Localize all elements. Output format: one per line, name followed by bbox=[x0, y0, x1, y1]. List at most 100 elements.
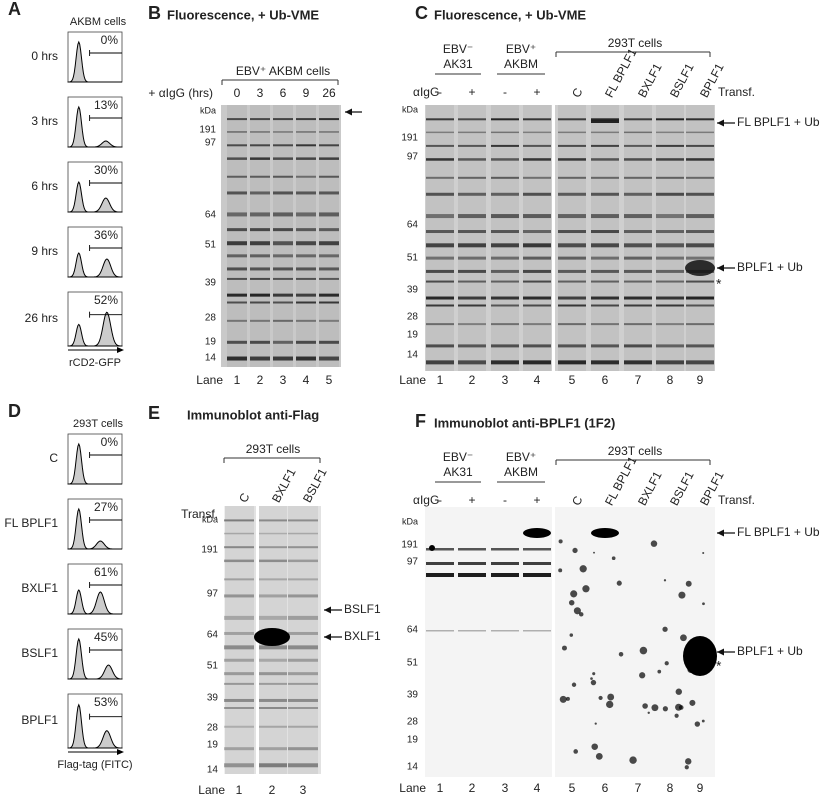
band bbox=[656, 304, 684, 307]
band bbox=[523, 630, 551, 632]
band bbox=[656, 176, 684, 179]
band bbox=[288, 645, 318, 650]
row-label: 6 hrs bbox=[31, 179, 58, 193]
spot bbox=[582, 585, 590, 593]
annotation: FL BPLF1 + Ub bbox=[737, 115, 820, 129]
band bbox=[250, 356, 270, 361]
band bbox=[624, 243, 652, 248]
arrow-head bbox=[717, 529, 724, 537]
band bbox=[296, 356, 316, 361]
lane-number: 4 bbox=[303, 373, 310, 387]
marker-label: 97 bbox=[205, 138, 217, 149]
band bbox=[224, 682, 254, 685]
band bbox=[250, 293, 270, 297]
band bbox=[458, 304, 486, 307]
band bbox=[288, 725, 318, 728]
band bbox=[273, 254, 293, 258]
lane-number: 2 bbox=[469, 781, 476, 795]
treatment-label: αIgG bbox=[413, 85, 439, 99]
spot bbox=[678, 591, 686, 599]
spot bbox=[662, 626, 668, 632]
percent: 0% bbox=[101, 435, 119, 449]
band bbox=[227, 319, 247, 322]
row-label: BSLF1 bbox=[21, 646, 58, 660]
band bbox=[426, 296, 454, 300]
band bbox=[656, 131, 684, 134]
lane-number: 6 bbox=[602, 373, 609, 387]
band bbox=[273, 356, 293, 361]
band bbox=[273, 157, 293, 160]
percent: 45% bbox=[94, 630, 118, 644]
band bbox=[288, 707, 318, 709]
row-label: 3 hrs bbox=[31, 114, 58, 128]
lane-number: 8 bbox=[667, 781, 674, 795]
treatment-sign: - bbox=[438, 493, 442, 507]
marker-label: 39 bbox=[407, 690, 419, 701]
band bbox=[296, 267, 316, 271]
percent: 36% bbox=[94, 228, 118, 242]
band bbox=[319, 293, 339, 297]
band bbox=[296, 191, 316, 195]
panel-letter: F bbox=[415, 411, 426, 431]
marker-label: 97 bbox=[407, 557, 419, 568]
percent: 30% bbox=[94, 163, 118, 177]
spot bbox=[558, 568, 563, 573]
band bbox=[523, 296, 551, 300]
band bbox=[686, 296, 714, 300]
band bbox=[686, 360, 714, 365]
band bbox=[288, 658, 318, 662]
band bbox=[624, 176, 652, 179]
lane-number: 1 bbox=[437, 373, 444, 387]
lane-number: 3 bbox=[300, 783, 307, 797]
band bbox=[224, 658, 254, 662]
spot bbox=[685, 758, 692, 765]
spot bbox=[590, 677, 593, 680]
band bbox=[257, 578, 287, 581]
transfection-title: Transf. bbox=[718, 493, 755, 507]
band bbox=[686, 118, 714, 121]
lane-smear bbox=[656, 105, 684, 371]
band bbox=[288, 698, 318, 702]
band bbox=[523, 176, 551, 179]
spot bbox=[687, 666, 695, 674]
band bbox=[624, 230, 652, 234]
band bbox=[288, 519, 318, 522]
band bbox=[558, 280, 586, 283]
marker-label: 191 bbox=[401, 540, 418, 551]
spot bbox=[568, 599, 575, 606]
time-label: 6 bbox=[280, 86, 287, 100]
band bbox=[227, 175, 247, 178]
band bbox=[319, 340, 339, 344]
band-blob bbox=[685, 260, 715, 276]
band bbox=[296, 254, 316, 258]
panel-letter: B bbox=[148, 3, 161, 23]
group-label: AK31 bbox=[443, 465, 473, 479]
band-blob bbox=[591, 528, 619, 538]
spot bbox=[571, 682, 577, 687]
lane-number: 3 bbox=[502, 373, 509, 387]
lane-label: Lane bbox=[399, 373, 426, 387]
band bbox=[273, 301, 293, 304]
spot bbox=[559, 695, 567, 703]
band bbox=[624, 344, 652, 348]
spot bbox=[429, 545, 435, 551]
band bbox=[288, 546, 318, 549]
band bbox=[296, 212, 316, 217]
band bbox=[558, 192, 586, 196]
band bbox=[491, 323, 519, 326]
band bbox=[257, 682, 287, 685]
treatment-sign: + bbox=[533, 85, 540, 99]
band bbox=[250, 228, 270, 232]
band bbox=[656, 214, 684, 219]
band bbox=[288, 672, 318, 676]
band bbox=[288, 578, 318, 581]
spot bbox=[590, 679, 597, 686]
percent: 0% bbox=[101, 33, 119, 47]
marker-label: 64 bbox=[205, 210, 217, 221]
band bbox=[224, 698, 254, 702]
band bbox=[319, 254, 339, 258]
spot bbox=[611, 556, 616, 561]
band bbox=[458, 118, 486, 121]
lane-number: 1 bbox=[234, 373, 241, 387]
